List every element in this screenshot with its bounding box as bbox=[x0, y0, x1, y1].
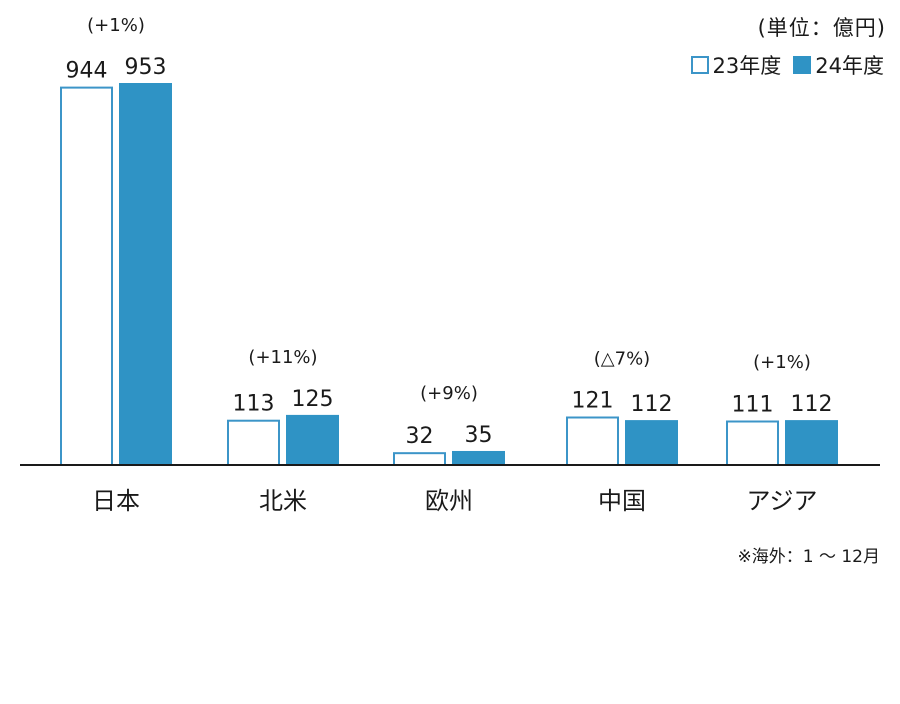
category-label-asia: アジア bbox=[746, 487, 817, 515]
value-label-asia-24: 112 bbox=[791, 392, 833, 417]
change-label-europe: (+9%) bbox=[420, 383, 478, 404]
value-label-china-23: 121 bbox=[572, 388, 614, 413]
bar-europe-24 bbox=[452, 450, 505, 465]
bar-japan-23 bbox=[60, 86, 113, 467]
bar-asia-23 bbox=[726, 420, 779, 466]
footnote: ※海外：1 〜 12月 bbox=[737, 547, 881, 567]
bar-asia-24 bbox=[785, 420, 838, 465]
value-label-north-america-23: 113 bbox=[233, 392, 275, 417]
legend-label-23: 23年度 bbox=[712, 54, 782, 78]
change-label-japan: (+1%) bbox=[87, 15, 145, 36]
legend-swatch-outline bbox=[690, 56, 709, 74]
category-label-china: 中国 bbox=[598, 487, 646, 515]
bar-north-america-23 bbox=[227, 419, 280, 466]
bar-china-24 bbox=[625, 420, 678, 465]
legend-item-24: 24年度 bbox=[793, 50, 884, 80]
value-label-north-america-24: 125 bbox=[292, 387, 334, 412]
unit-label: (単位：億円) bbox=[757, 16, 886, 40]
value-label-europe-23: 32 bbox=[406, 424, 434, 449]
category-label-japan: 日本 bbox=[92, 487, 140, 515]
bar-china-23 bbox=[566, 416, 619, 466]
legend-label-24: 24年度 bbox=[815, 54, 884, 78]
change-label-asia: (+1%) bbox=[753, 352, 811, 373]
category-label-europe: 欧州 bbox=[425, 487, 473, 515]
value-label-japan-23: 944 bbox=[66, 59, 108, 84]
legend-swatch-filled bbox=[793, 56, 812, 74]
value-label-europe-24: 35 bbox=[465, 423, 493, 448]
bar-north-america-24 bbox=[286, 414, 339, 465]
change-label-north-america: (+11%) bbox=[248, 347, 317, 368]
change-label-china: (△7%) bbox=[594, 348, 650, 369]
bar-japan-24 bbox=[119, 83, 172, 465]
bar-europe-23 bbox=[393, 452, 446, 466]
category-label-north-america: 北米 bbox=[259, 487, 307, 515]
legend: 23年度 24年度 bbox=[679, 50, 884, 80]
value-label-japan-24: 953 bbox=[125, 55, 167, 80]
legend-item-23: 23年度 bbox=[690, 50, 782, 80]
value-label-asia-23: 111 bbox=[732, 393, 774, 418]
value-label-china-24: 112 bbox=[631, 392, 673, 417]
